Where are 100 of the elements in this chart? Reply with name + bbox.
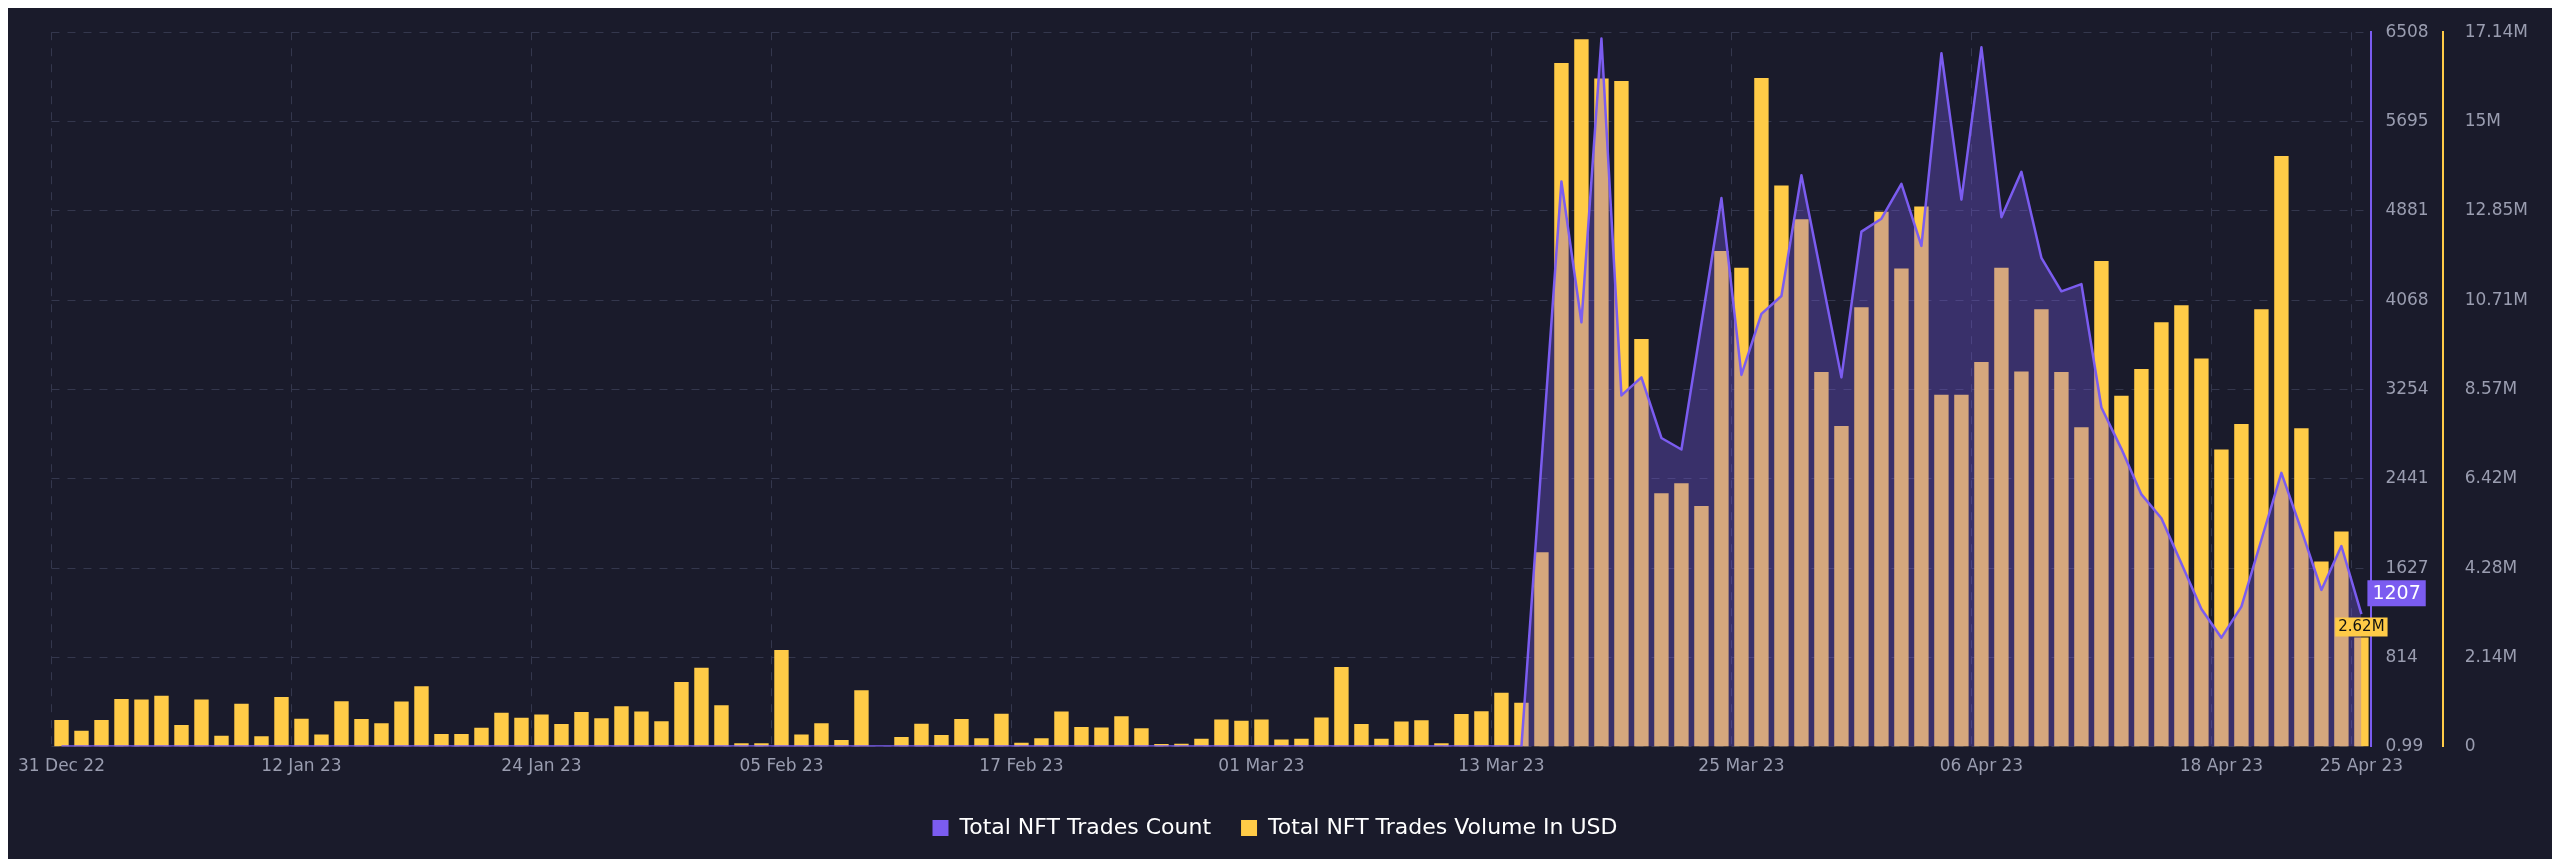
x-tick-label: 13 Mar 23 xyxy=(1458,755,1545,776)
y2-tick-label: 8.57M xyxy=(2464,377,2518,398)
y-tick-label: 3254 xyxy=(2385,377,2429,398)
bar xyxy=(1774,185,1789,747)
bar xyxy=(1074,727,1089,747)
bar xyxy=(1734,267,1749,747)
bar xyxy=(1574,39,1589,747)
bar xyxy=(394,701,409,747)
bar xyxy=(134,699,149,747)
x-tick-label: 18 Apr 23 xyxy=(2179,755,2264,776)
bar xyxy=(54,719,69,747)
bar xyxy=(2134,368,2149,747)
bar xyxy=(854,690,869,747)
bar xyxy=(1934,394,1949,747)
bar xyxy=(654,721,669,747)
bar xyxy=(2034,309,2049,747)
bar xyxy=(1354,724,1369,747)
x-tick-label: 01 Mar 23 xyxy=(1218,755,1305,776)
bar xyxy=(1754,78,1769,747)
bar xyxy=(594,718,609,747)
bar xyxy=(94,719,109,747)
bar xyxy=(1594,78,1609,747)
x-tick-label: 12 Jan 23 xyxy=(261,755,342,776)
bar xyxy=(674,682,689,747)
bar xyxy=(1334,666,1349,747)
x-tick-label: 25 Apr 23 xyxy=(2319,755,2404,776)
bar xyxy=(1654,493,1669,747)
bar xyxy=(2314,561,2329,747)
y2-tick-label: 4.28M xyxy=(2464,556,2518,577)
y-tick-label: 6508 xyxy=(2385,20,2429,41)
bar xyxy=(374,723,389,747)
y2-tick-label: 12.85M xyxy=(2464,199,2529,220)
bar xyxy=(1314,717,1329,747)
bar xyxy=(1834,426,1849,747)
bar xyxy=(1974,361,1989,747)
bar xyxy=(1914,206,1929,747)
bar xyxy=(2174,305,2189,747)
data-label: 2.62M xyxy=(2338,617,2385,636)
bar xyxy=(574,712,589,747)
y-tick-label: 1627 xyxy=(2385,556,2429,577)
bar xyxy=(474,727,489,747)
bar xyxy=(1794,219,1809,747)
data-label: 1207 xyxy=(2372,581,2421,604)
y2-tick-label: 6.42M xyxy=(2464,467,2518,488)
bar xyxy=(174,724,189,747)
bar xyxy=(1534,552,1549,747)
bar xyxy=(954,719,969,747)
bar xyxy=(2154,322,2169,747)
bar xyxy=(494,712,509,747)
bar xyxy=(554,724,569,747)
bar xyxy=(1694,506,1709,747)
bar xyxy=(2294,428,2309,747)
bar xyxy=(1134,728,1149,747)
bar xyxy=(2114,395,2129,747)
bar xyxy=(454,734,469,747)
bar xyxy=(334,701,349,747)
bar xyxy=(1954,394,1969,747)
y2-tick-label: 0 xyxy=(2464,735,2476,756)
bar xyxy=(254,736,269,747)
y-tick-label: 4881 xyxy=(2385,199,2429,220)
bar xyxy=(994,713,1009,747)
bar xyxy=(634,711,649,747)
bar xyxy=(2014,371,2029,747)
y-tick-label: 2441 xyxy=(2385,467,2429,488)
bar xyxy=(294,718,309,747)
bar xyxy=(274,697,289,747)
bar xyxy=(1054,711,1069,747)
bar xyxy=(2074,427,2089,747)
bar xyxy=(2194,358,2209,747)
x-tick-label: 17 Feb 23 xyxy=(979,755,1064,776)
bar xyxy=(914,723,929,747)
bar xyxy=(1454,714,1469,747)
bar xyxy=(1894,268,1909,747)
bar xyxy=(774,649,789,747)
bar xyxy=(234,703,249,747)
bar xyxy=(1114,716,1129,747)
y-tick-label: 814 xyxy=(2385,645,2418,666)
x-tick-label: 31 Dec 22 xyxy=(18,755,105,776)
bar xyxy=(2274,155,2289,747)
legend-label: Total NFT Trades Volume In USD xyxy=(1267,813,1618,839)
bar xyxy=(2094,261,2109,747)
bar xyxy=(2214,449,2229,747)
bar xyxy=(1874,211,1889,747)
bar xyxy=(114,699,129,747)
bar xyxy=(1474,711,1489,747)
bar xyxy=(1814,371,1829,747)
bar xyxy=(1234,720,1249,747)
bar xyxy=(1994,267,2009,747)
bar xyxy=(1414,720,1429,747)
bar xyxy=(2234,424,2249,747)
bar xyxy=(1554,63,1569,747)
bar xyxy=(534,714,549,747)
y2-tick-label: 15M xyxy=(2464,109,2501,130)
bar xyxy=(1494,692,1509,747)
y-tick-label: 0.99 xyxy=(2385,735,2424,756)
bar xyxy=(194,699,209,747)
x-tick-label: 05 Feb 23 xyxy=(739,755,824,776)
bar xyxy=(434,734,449,747)
bar xyxy=(1854,307,1869,747)
bar xyxy=(1614,80,1629,747)
